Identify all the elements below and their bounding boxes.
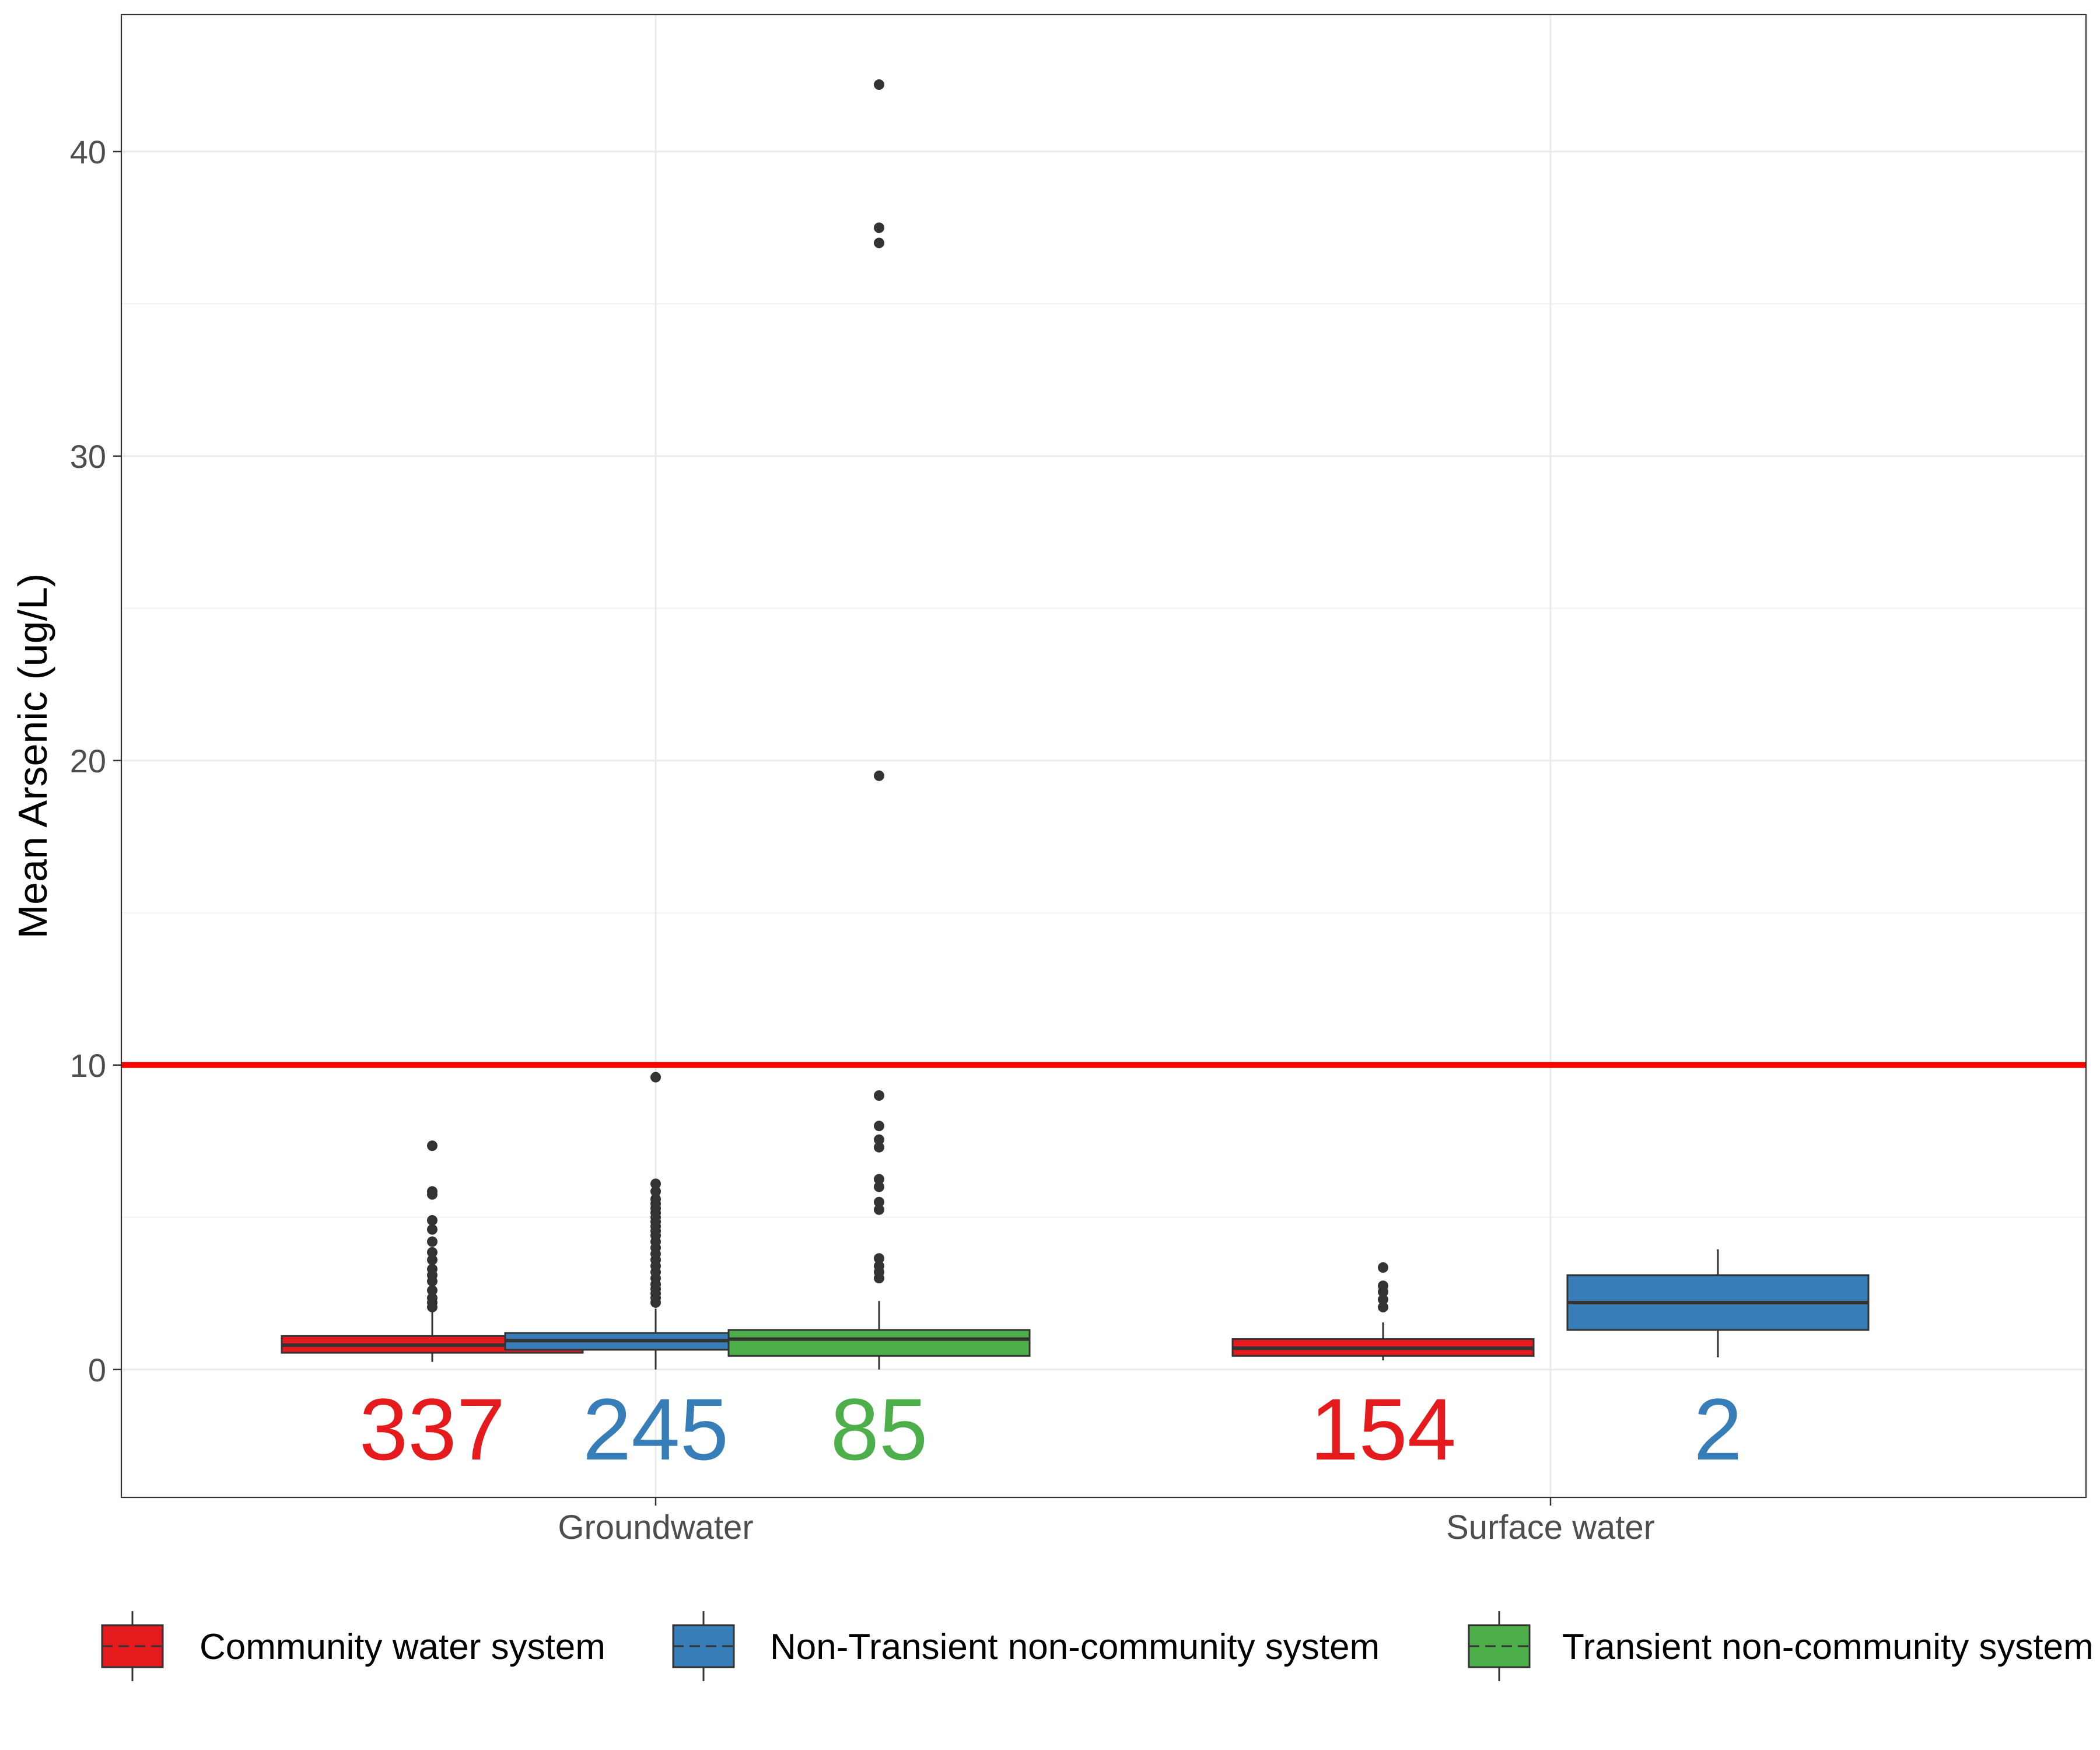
outlier-point [427, 1224, 438, 1235]
outlier-point [874, 222, 884, 233]
outlier-point [874, 1134, 884, 1145]
outlier-point [874, 1090, 884, 1101]
axes-layer: 0 10 20 30 40 Groundwater Surface water [70, 134, 1655, 1546]
y-axis-title: Mean Arsenic (ug/L) [10, 573, 55, 939]
box-groundwater-1 [504, 1072, 807, 1370]
box-body [727, 1329, 1031, 1357]
count-label: 85 [831, 1380, 928, 1478]
outlier-point [1378, 1301, 1388, 1312]
box-groundwater-0 [281, 1140, 584, 1362]
outlier-point [874, 79, 884, 90]
outlier-point [427, 1293, 438, 1304]
count-labels-layer: 337 245 85 154 2 [359, 1380, 1742, 1478]
outlier-point [427, 1254, 438, 1265]
legend-item: Transient non-community system [1468, 1611, 2094, 1681]
count-label: 154 [1310, 1380, 1456, 1478]
count-label: 245 [583, 1380, 729, 1478]
outlier-point [874, 1181, 884, 1192]
y-tick-label: 40 [70, 134, 106, 170]
outlier-point [1378, 1280, 1388, 1292]
x-tick-label: Groundwater [558, 1508, 753, 1546]
count-label: 337 [359, 1380, 505, 1478]
legend-item: Community water system [101, 1611, 606, 1681]
outlier-point [874, 1174, 884, 1185]
outlier-point [650, 1186, 661, 1197]
x-tick-label: Surface water [1446, 1508, 1655, 1546]
box-groundwater-2 [727, 79, 1031, 1370]
outlier-point [427, 1186, 438, 1197]
outlier-point [874, 1253, 884, 1264]
outlier-point [874, 1204, 884, 1215]
outlier-point [427, 1236, 438, 1247]
y-tick-label: 20 [70, 743, 106, 779]
outlier-point [1378, 1262, 1388, 1273]
outlier-point [874, 1142, 884, 1153]
outlier-point [1378, 1294, 1388, 1305]
legend-label: Transient non-community system [1562, 1627, 2094, 1667]
outlier-point [650, 1072, 661, 1083]
plot-panel-border [120, 13, 2087, 1499]
legend-label: Non-Transient non-community system [770, 1627, 1380, 1667]
box-surface-water-1 [1566, 1249, 1870, 1357]
count-label: 2 [1693, 1380, 1742, 1478]
legend-item: Non-Transient non-community system [672, 1611, 1380, 1681]
outlier-point [427, 1247, 438, 1258]
outlier-point [874, 770, 884, 781]
y-tick-label: 30 [70, 438, 106, 475]
outlier-point [427, 1285, 438, 1296]
legend: Community water system Non-Transient non-… [101, 1611, 2094, 1681]
outlier-point [427, 1140, 438, 1152]
outlier-point [874, 1261, 884, 1272]
outlier-point [874, 1196, 884, 1208]
outlier-point [874, 237, 884, 249]
boxes-layer [281, 79, 1870, 1370]
y-tick-label: 10 [70, 1047, 106, 1084]
outlier-point [427, 1215, 438, 1226]
outlier-point [650, 1178, 661, 1189]
legend-label: Community water system [200, 1627, 606, 1667]
outlier-point [427, 1264, 438, 1275]
outlier-point [874, 1121, 884, 1132]
outlier-point [650, 1194, 661, 1205]
y-tick-label: 0 [88, 1352, 106, 1388]
box-surface-water-0 [1231, 1262, 1535, 1361]
